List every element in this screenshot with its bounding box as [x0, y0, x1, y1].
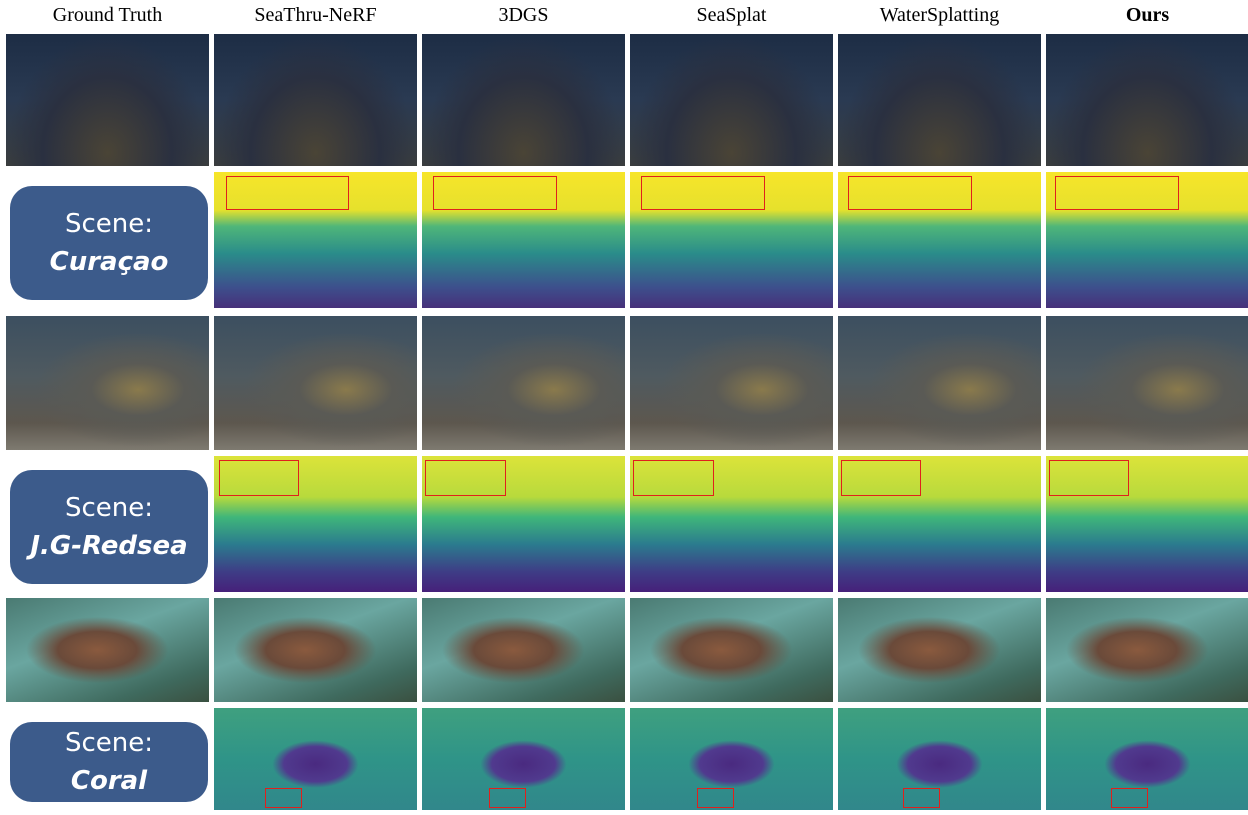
- highlight-box: [489, 788, 526, 808]
- column-header: SeaSplat: [630, 4, 833, 27]
- depth-map: [838, 456, 1041, 592]
- depth-map: [422, 172, 625, 308]
- rendered-image: [630, 316, 833, 450]
- depth-map: [630, 172, 833, 308]
- scene-prefix: Scene:: [10, 724, 208, 762]
- highlight-box: [1111, 788, 1148, 808]
- highlight-box: [633, 460, 714, 496]
- depth-map: [214, 708, 417, 810]
- rendered-image: [214, 598, 417, 702]
- highlight-box: [1049, 460, 1129, 496]
- depth-map: [1046, 172, 1248, 308]
- highlight-box: [697, 788, 734, 808]
- column-header: Ours: [1046, 4, 1248, 27]
- depth-map: [630, 708, 833, 810]
- rendered-image: [422, 316, 625, 450]
- depth-map: [1046, 456, 1248, 592]
- highlight-box: [641, 176, 765, 210]
- rendered-image: [1046, 316, 1248, 450]
- rendered-image: [214, 316, 417, 450]
- scene-prefix: Scene:: [10, 489, 208, 527]
- column-header: Ground Truth: [6, 4, 209, 27]
- column-header: SeaThru-NeRF: [214, 4, 417, 27]
- highlight-box: [265, 788, 302, 808]
- rendered-image: [214, 34, 417, 166]
- column-header: WaterSplatting: [838, 4, 1041, 27]
- highlight-box: [841, 460, 921, 496]
- scene-name: Coral: [10, 762, 208, 800]
- highlight-box: [848, 176, 972, 210]
- rendered-image: [6, 598, 209, 702]
- rendered-image: [1046, 34, 1248, 166]
- rendered-image: [838, 598, 1041, 702]
- scene-label: Scene:Curaçao: [10, 186, 208, 300]
- depth-map: [1046, 708, 1248, 810]
- scene-label: Scene:Coral: [10, 722, 208, 802]
- depth-map: [838, 172, 1041, 308]
- highlight-box: [433, 176, 557, 210]
- rendered-image: [630, 34, 833, 166]
- scene-label: Scene:J.G-Redsea: [10, 470, 208, 584]
- depth-map: [630, 456, 833, 592]
- depth-map: [838, 708, 1041, 810]
- scene-name: J.G-Redsea: [10, 527, 208, 565]
- scene-name: Curaçao: [10, 243, 208, 281]
- rendered-image: [422, 598, 625, 702]
- depth-map: [422, 456, 625, 592]
- rendered-image: [630, 598, 833, 702]
- rendered-image: [6, 316, 209, 450]
- highlight-box: [903, 788, 940, 808]
- depth-map: [214, 456, 417, 592]
- rendered-image: [1046, 598, 1248, 702]
- depth-map: [214, 172, 417, 308]
- column-header: 3DGS: [422, 4, 625, 27]
- highlight-box: [425, 460, 506, 496]
- rendered-image: [838, 316, 1041, 450]
- depth-map: [422, 708, 625, 810]
- highlight-box: [1055, 176, 1179, 210]
- highlight-box: [219, 460, 299, 496]
- rendered-image: [6, 34, 209, 166]
- scene-prefix: Scene:: [10, 205, 208, 243]
- highlight-box: [226, 176, 349, 210]
- rendered-image: [422, 34, 625, 166]
- figure-page: Ground TruthSeaThru-NeRF3DGSSeaSplatWate…: [0, 0, 1248, 815]
- rendered-image: [838, 34, 1041, 166]
